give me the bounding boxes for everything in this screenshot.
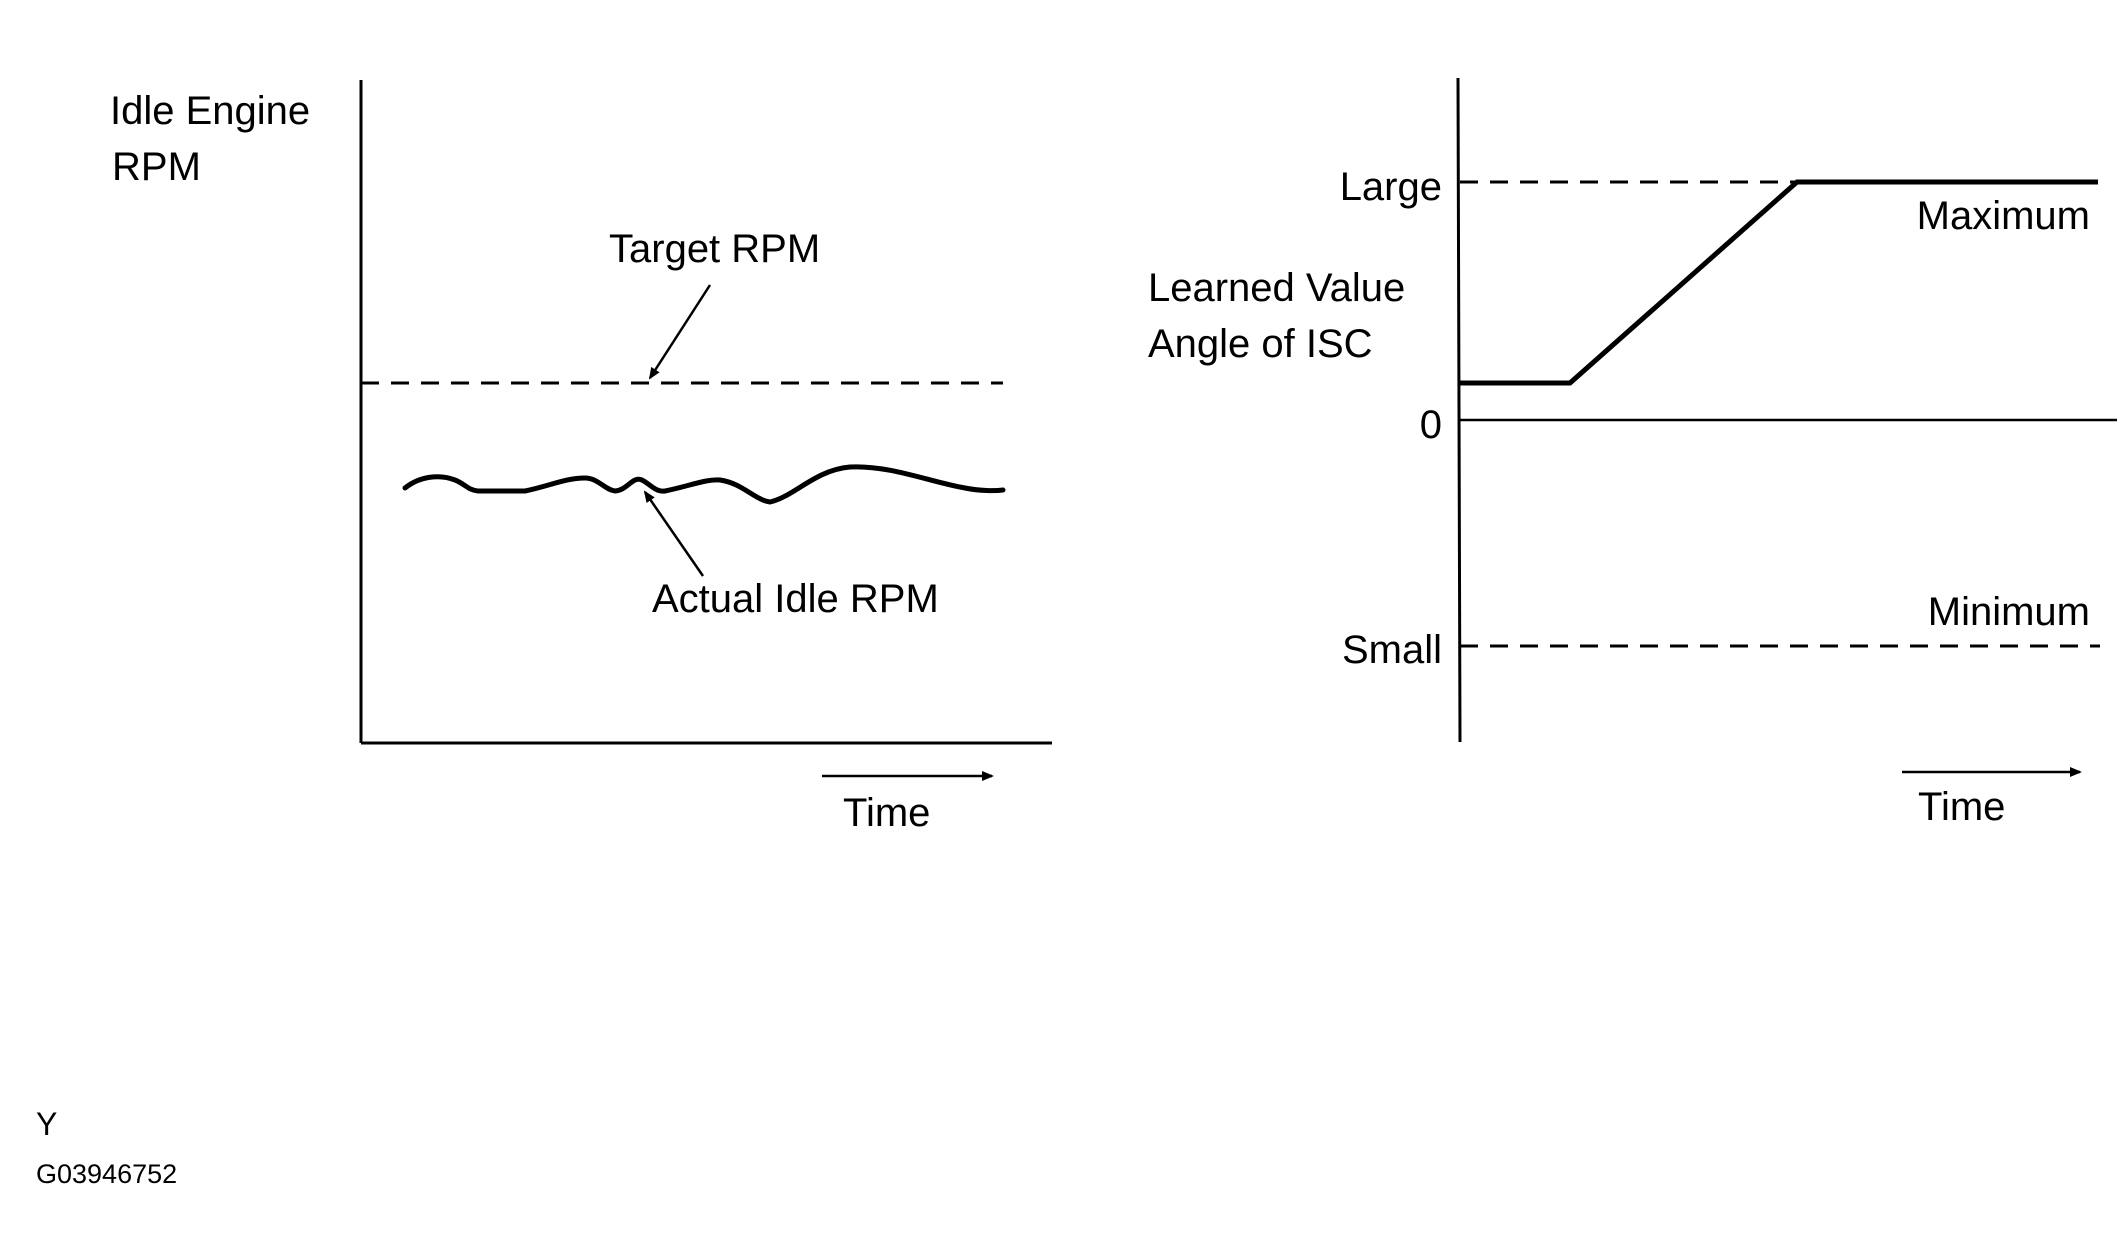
left-y-label-line2: RPM <box>112 145 201 189</box>
tick-large: Large <box>1340 165 1442 209</box>
footer-letter: Y <box>36 1106 57 1142</box>
right-y-axis <box>1456 77 1462 743</box>
actual-idle-rpm-pointer <box>643 490 705 577</box>
right-time-label: Time <box>1918 785 2005 829</box>
left-y-label-line1: Idle Engine <box>110 89 310 133</box>
target-rpm-pointer <box>648 284 712 380</box>
actual-idle-rpm-label: Actual Idle RPM <box>652 577 939 621</box>
left-time-label: Time <box>843 791 930 835</box>
right-chart: Large 0 Small Learned Value Angle of ISC… <box>1148 77 2117 829</box>
footer-code: G03946752 <box>36 1159 177 1189</box>
actual-idle-rpm-curve <box>402 464 1006 505</box>
left-chart: Idle Engine RPM Target RPM Actual Idle R… <box>110 80 1052 835</box>
right-y-label-line1: Learned Value <box>1148 266 1405 310</box>
maximum-label: Maximum <box>1917 194 2090 238</box>
target-rpm-label: Target RPM <box>609 227 820 271</box>
minimum-label: Minimum <box>1928 590 2090 634</box>
right-y-label-line2: Angle of ISC <box>1148 322 1373 366</box>
tick-zero: 0 <box>1420 403 1442 447</box>
learned-value-curve <box>1460 179 2098 386</box>
tick-small: Small <box>1342 628 1442 672</box>
